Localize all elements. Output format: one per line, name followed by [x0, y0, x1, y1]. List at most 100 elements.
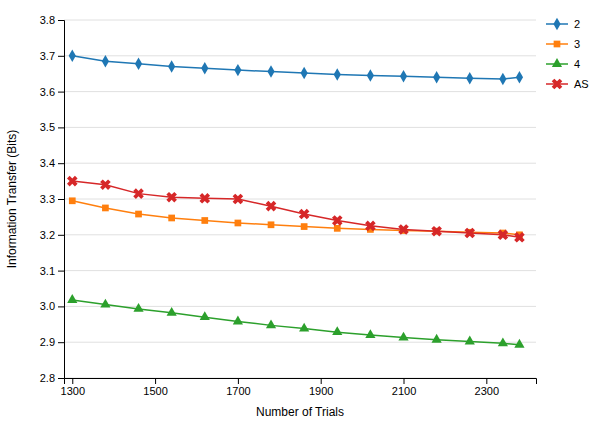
point — [167, 307, 177, 316]
tick-mark — [58, 378, 64, 379]
point — [135, 57, 142, 69]
tick-mark — [486, 378, 487, 384]
grid-line — [64, 55, 536, 56]
point — [514, 339, 524, 348]
axis-line — [58, 21, 65, 379]
grid-line — [64, 270, 536, 271]
tick-label: 3.6 — [40, 86, 55, 98]
point — [465, 336, 475, 345]
tick-label: 1700 — [226, 385, 250, 397]
point — [498, 337, 508, 346]
point — [135, 211, 142, 218]
point — [398, 332, 408, 341]
tick: 3.3 — [40, 193, 64, 205]
series — [64, 173, 527, 245]
point — [197, 190, 213, 206]
tick-label: 1500 — [143, 385, 167, 397]
point — [296, 206, 312, 222]
tick-label: 2100 — [392, 385, 416, 397]
legend-marker — [549, 76, 565, 92]
point — [97, 177, 113, 193]
point — [263, 198, 279, 214]
tick-mark — [58, 127, 64, 128]
chart: 1300 1500 1700 1900 2100 2300 2.8 2.9 3.0 3.1 3.2 3… — [0, 0, 608, 426]
point — [429, 223, 445, 239]
legend-item: AS — [546, 76, 589, 92]
tick: 3.7 — [40, 50, 64, 62]
tick: 2.9 — [40, 336, 64, 348]
legend-item: 3 — [546, 38, 580, 50]
line — [72, 201, 519, 235]
point — [168, 215, 175, 222]
point — [102, 55, 109, 67]
tick: 2.8 — [40, 372, 64, 384]
tick-mark — [58, 92, 64, 93]
point — [230, 191, 246, 207]
point — [329, 213, 345, 229]
legend-marker — [554, 41, 561, 48]
point — [396, 221, 412, 237]
tick-label: 2300 — [475, 385, 499, 397]
point — [495, 227, 511, 243]
point — [100, 299, 110, 308]
point — [267, 65, 274, 77]
point — [367, 69, 374, 81]
line — [72, 56, 519, 79]
point — [362, 218, 378, 234]
point — [334, 68, 341, 80]
tick-label: 3.4 — [40, 157, 55, 169]
tick-mark — [58, 163, 64, 164]
x-axis-title: Number of Trials — [256, 405, 344, 419]
point — [432, 334, 442, 343]
point — [332, 326, 342, 335]
tick-mark — [58, 20, 64, 21]
tick: 3.5 — [40, 121, 64, 133]
tick-label: 3.2 — [40, 229, 55, 241]
x-axis: 1300 1500 1700 1900 2100 2300 — [61, 378, 537, 397]
point — [168, 60, 175, 72]
grid-line — [64, 20, 536, 21]
series — [69, 50, 523, 86]
point — [516, 71, 523, 83]
grid-line — [64, 163, 536, 164]
point — [233, 316, 243, 325]
legend-item: 4 — [546, 58, 580, 70]
point — [131, 186, 147, 202]
tick-mark — [72, 378, 73, 384]
tick-mark — [58, 271, 64, 272]
tick: 1900 — [309, 378, 333, 397]
line — [72, 181, 519, 237]
point — [400, 70, 407, 82]
legend-marker — [552, 58, 562, 67]
tick: 3.6 — [40, 86, 64, 98]
tick: 1300 — [61, 378, 85, 397]
point — [266, 319, 276, 328]
point — [69, 197, 76, 204]
legend-item: 2 — [546, 18, 580, 30]
tick-label: 1300 — [61, 385, 85, 397]
legend-marker — [553, 18, 560, 30]
tick-label: 3.8 — [40, 14, 55, 26]
y-axis-title: Information Transfer (Bits) — [5, 130, 19, 269]
tick: 1500 — [143, 378, 167, 397]
point — [64, 173, 80, 189]
legend-label: 2 — [574, 18, 580, 30]
legend-label: AS — [574, 78, 589, 90]
point — [466, 72, 473, 84]
tick-mark — [58, 306, 64, 307]
tick-mark — [58, 342, 64, 343]
tick: 2300 — [475, 378, 499, 397]
grid — [64, 20, 536, 378]
point — [102, 205, 109, 212]
tick-label: 3.1 — [40, 265, 55, 277]
tick-label: 2.8 — [40, 372, 55, 384]
tick-label: 1900 — [309, 385, 333, 397]
point — [69, 50, 76, 62]
tick-label: 3.0 — [40, 300, 55, 312]
tick-mark — [58, 56, 64, 57]
plot-area — [64, 50, 527, 348]
y-axis: 2.8 2.9 3.0 3.1 3.2 3.3 3.4 3.5 3.6 3.7 3.8 — [40, 14, 65, 384]
point — [299, 323, 309, 332]
series — [67, 294, 524, 348]
point — [268, 221, 275, 228]
